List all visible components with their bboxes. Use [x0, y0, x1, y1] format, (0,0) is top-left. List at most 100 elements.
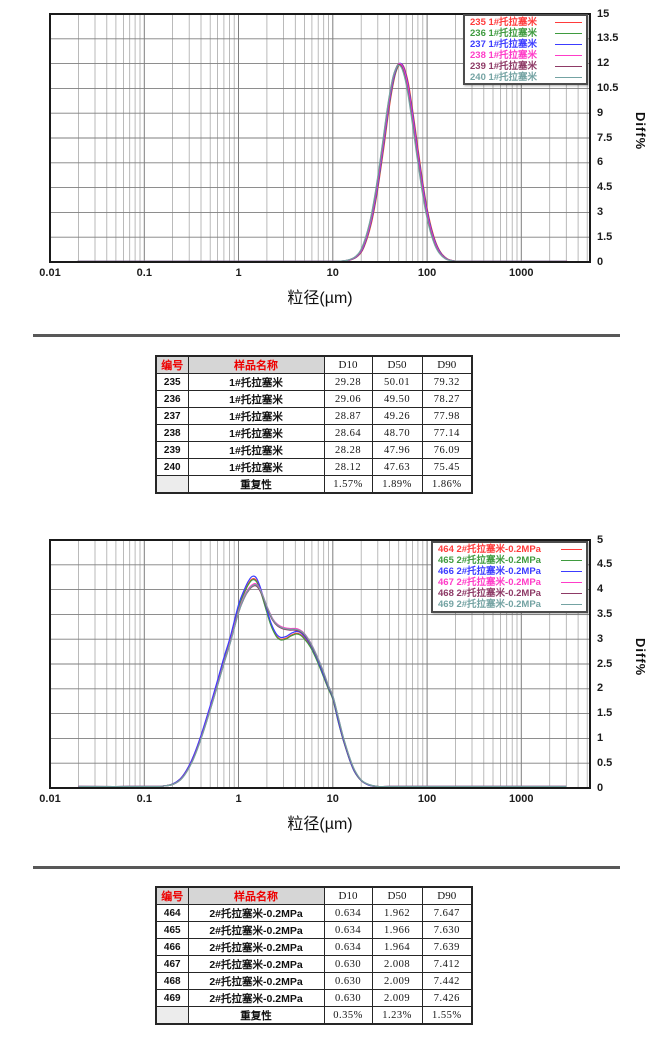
y-tick-label: 2 [597, 682, 604, 695]
table-cell: 48.70 [371, 424, 423, 442]
table-cell: 0.630 [323, 955, 373, 973]
legend-line-swatch [561, 582, 582, 583]
legend-line-swatch [561, 560, 582, 561]
results-table-1: 编号 样品名称 D10 D50 D90 235 1#托拉塞米 29.28 50.01 79.32 2… [155, 355, 473, 494]
series-curves [77, 62, 568, 262]
table-cell: 47.96 [371, 441, 423, 459]
table-cell: 0.630 [323, 972, 373, 990]
table-header-row: 编号 样品名称 D10 D50 D90 [155, 355, 473, 374]
table-cell: 2#托拉塞米-0.2MPa [187, 938, 325, 956]
table-cell: 7.426 [421, 989, 473, 1007]
table-cell: 重复性 [187, 475, 325, 494]
chart-2-legend: 464 2#托拉塞米-0.2MPa 465 2#托拉塞米-0.2MPa 466 2#… [431, 541, 588, 613]
series-curve-240 [77, 64, 566, 262]
legend-entry-465: 465 2#托拉塞米-0.2MPa [438, 555, 582, 566]
table-cell: 76.09 [421, 441, 473, 459]
grid-horizontal-lines [50, 38, 590, 238]
table-cell: 2#托拉塞米-0.2MPa [187, 972, 325, 990]
legend-label: 239 1#托拉塞米 [470, 61, 538, 72]
legend-line-swatch [555, 22, 582, 23]
legend-entry-237: 237 1#托拉塞米 [470, 39, 582, 50]
table-cell: 49.26 [371, 407, 423, 425]
y-tick-label: 1 [597, 731, 604, 744]
table-row: 237 1#托拉塞米 28.87 49.26 77.98 [155, 407, 473, 425]
y-tick-label: 3 [597, 632, 604, 645]
legend-entry-238: 238 1#托拉塞米 [470, 50, 582, 61]
table-row: 238 1#托拉塞米 28.64 48.70 77.14 [155, 424, 473, 442]
chart-2-y-axis-title: Diff% [633, 638, 648, 677]
table-cell: 2.008 [371, 955, 423, 973]
table-cell: 239 [155, 441, 189, 459]
table-cell: 236 [155, 390, 189, 408]
legend-label: 236 1#托拉塞米 [470, 28, 538, 39]
table-cell: 7.442 [421, 972, 473, 990]
legend-label: 237 1#托拉塞米 [470, 39, 538, 50]
table-cell: 0.35% [323, 1006, 373, 1025]
table-cell: 0.634 [323, 921, 373, 939]
column-header: D10 [323, 886, 373, 905]
table-cell: 1.964 [371, 938, 423, 956]
chart-1-y-axis-title: Diff% [633, 112, 648, 151]
x-tick-label: 1 [235, 793, 242, 805]
table-cell [155, 1006, 189, 1025]
table-cell: 2#托拉塞米-0.2MPa [187, 904, 325, 922]
section-divider-1 [33, 334, 620, 337]
y-tick-label: 3.5 [597, 607, 613, 620]
legend-line-swatch [555, 33, 582, 34]
legend-label: 467 2#托拉塞米-0.2MPa [438, 577, 541, 588]
y-tick-label: 9 [597, 106, 604, 119]
y-tick-label: 12 [597, 57, 610, 70]
chart-1-x-axis-title: 粒径(µm) [287, 290, 353, 307]
column-header: D10 [323, 355, 373, 374]
table-row: 239 1#托拉塞米 28.28 47.96 76.09 [155, 441, 473, 459]
plot-frame [49, 539, 591, 789]
x-tick-label: 1000 [509, 793, 534, 805]
legend-label: 240 1#托拉塞米 [470, 72, 538, 83]
y-tick-label: 7.5 [597, 131, 613, 144]
table-row: 469 2#托拉塞米-0.2MPa 0.630 2.009 7.426 [155, 989, 473, 1007]
table-row: 235 1#托拉塞米 29.28 50.01 79.32 [155, 373, 473, 391]
x-tick-label: 0.1 [136, 267, 152, 279]
table-row: 467 2#托拉塞米-0.2MPa 0.630 2.008 7.412 [155, 955, 473, 973]
table-cell: 47.63 [371, 458, 423, 476]
x-tick-label: 0.01 [39, 793, 61, 805]
legend-label: 469 2#托拉塞米-0.2MPa [438, 599, 541, 610]
table-cell: 2.009 [371, 989, 423, 1007]
table-cell: 468 [155, 972, 189, 990]
table-cell: 0.634 [323, 938, 373, 956]
column-header: D90 [421, 355, 473, 374]
column-header: 编号 [155, 355, 189, 374]
table-row: 236 1#托拉塞米 29.06 49.50 78.27 [155, 390, 473, 408]
table-cell: 237 [155, 407, 189, 425]
table-cell: 77.98 [421, 407, 473, 425]
table-cell: 1#托拉塞米 [187, 390, 325, 408]
y-tick-label: 0 [597, 781, 604, 794]
chart-2-x-axis-title: 粒径(µm) [287, 816, 353, 833]
table-cell: 0.630 [323, 989, 373, 1007]
table-row: 466 2#托拉塞米-0.2MPa 0.634 1.964 7.639 [155, 938, 473, 956]
y-tick-label: 13.5 [597, 32, 619, 45]
table-row: 重复性 0.35% 1.23% 1.55% [155, 1006, 473, 1025]
table-cell: 7.639 [421, 938, 473, 956]
table-cell [155, 475, 189, 494]
y-tick-label: 1.5 [597, 230, 613, 243]
column-header: 样品名称 [187, 355, 325, 374]
table-cell: 1.86% [421, 475, 473, 494]
table-cell: 7.647 [421, 904, 473, 922]
table-cell: 79.32 [421, 373, 473, 391]
table-cell: 28.28 [323, 441, 373, 459]
legend-label: 466 2#托拉塞米-0.2MPa [438, 566, 541, 577]
x-tick-label: 10 [326, 267, 339, 279]
table-cell: 77.14 [421, 424, 473, 442]
table-cell: 2.009 [371, 972, 423, 990]
column-header: D90 [421, 886, 473, 905]
table-cell: 重复性 [187, 1006, 325, 1025]
section-divider-2 [33, 866, 620, 869]
table-cell: 2#托拉塞米-0.2MPa [187, 989, 325, 1007]
x-tick-label: 1000 [509, 267, 534, 279]
legend-line-swatch [555, 55, 582, 56]
table-cell: 1.57% [323, 475, 373, 494]
y-tick-label: 10.5 [597, 81, 619, 94]
table-cell: 1.89% [371, 475, 423, 494]
y-tick-label: 1.5 [597, 707, 613, 720]
